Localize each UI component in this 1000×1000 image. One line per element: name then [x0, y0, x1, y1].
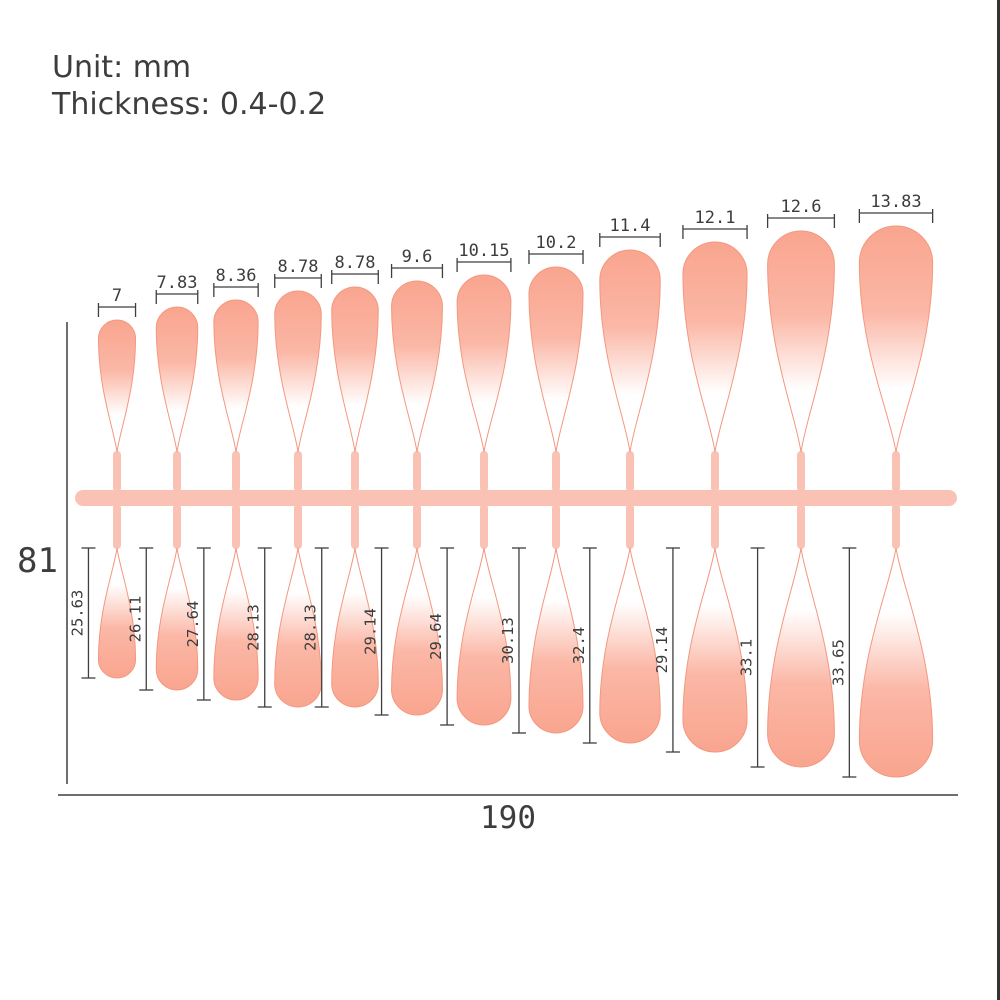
sprue-stub-top	[113, 451, 121, 492]
nail-bottom	[767, 547, 835, 768]
length-label: 29.64	[427, 613, 445, 660]
thickness-label: Thickness: 0.4-0.2	[52, 87, 327, 122]
sprue-stub-top	[480, 451, 488, 492]
nail-top	[97, 319, 137, 453]
sprue-stub-bottom	[294, 504, 302, 549]
sprue-stub-top	[173, 451, 181, 492]
sprue-stub-top	[232, 451, 240, 492]
sprue-stub-top	[413, 451, 421, 492]
nail-bottom	[391, 547, 443, 716]
length-label: 28.13	[245, 604, 263, 651]
nail-bottom	[858, 547, 934, 778]
width-label: 10.15	[458, 241, 509, 261]
nail-top	[599, 249, 661, 453]
nail-bottom	[682, 547, 748, 753]
overall-height-label: 81	[17, 541, 58, 581]
width-label: 12.1	[695, 208, 736, 228]
width-label: 8.36	[216, 266, 257, 286]
length-label: 29.14	[362, 608, 380, 655]
nail-top	[858, 225, 934, 453]
nail-top	[155, 306, 199, 453]
sprue-stub-bottom	[173, 504, 181, 549]
width-label: 8.78	[278, 257, 319, 277]
nail-top	[213, 299, 259, 453]
sprue-stub-top	[711, 451, 719, 492]
sprue-stub-bottom	[413, 504, 421, 549]
nail-top	[682, 241, 748, 453]
length-label: 33.65	[829, 639, 847, 686]
screenshot-right-border	[997, 0, 1000, 1000]
sprue-stub-bottom	[626, 504, 634, 549]
nail-top	[767, 230, 835, 453]
nail-bottom	[331, 547, 379, 708]
width-label: 10.2	[536, 233, 577, 253]
length-label: 30.13	[499, 617, 517, 664]
width-label: 9.6	[402, 247, 433, 267]
sprue-stub-top	[351, 451, 359, 492]
sprue-stub-bottom	[480, 504, 488, 549]
length-label: 27.64	[184, 601, 202, 648]
width-label: 8.78	[335, 253, 376, 273]
nail-top	[456, 274, 512, 453]
sprue-stub-top	[797, 451, 805, 492]
sprue-stub-bottom	[797, 504, 805, 549]
nail-top	[274, 290, 322, 453]
sprue-stub-bottom	[232, 504, 240, 549]
sprue-stub-bottom	[113, 504, 121, 549]
length-label: 26.11	[126, 596, 144, 643]
length-label: 33.1	[738, 639, 756, 676]
width-label: 12.6	[781, 197, 822, 217]
sprue-stub-bottom	[892, 504, 900, 549]
width-label: 13.83	[870, 192, 921, 212]
width-label: 7	[112, 286, 122, 306]
sprue-stub-top	[294, 451, 302, 492]
overall-width-label: 190	[480, 800, 536, 836]
nail-top	[528, 266, 584, 453]
nail-top	[331, 286, 379, 453]
nail-bottom	[599, 547, 661, 744]
sprue-stub-bottom	[552, 504, 560, 549]
length-label: 25.63	[68, 590, 86, 637]
nail-bottom	[456, 547, 512, 726]
nail-top	[391, 280, 443, 453]
sprue-stub-bottom	[711, 504, 719, 549]
sprue-stub-top	[892, 451, 900, 492]
nail-bottom	[528, 547, 584, 734]
length-label: 32.4	[570, 627, 588, 664]
nail-bottom	[274, 547, 322, 708]
unit-label: Unit: mm	[52, 50, 192, 85]
nail-bottom	[213, 547, 259, 701]
sprue-stub-bottom	[351, 504, 359, 549]
sprue-stub-top	[626, 451, 634, 492]
length-label: 28.13	[302, 604, 320, 651]
nail-bottom	[97, 547, 137, 679]
nail-bottom	[155, 547, 199, 691]
width-label: 7.83	[157, 273, 198, 293]
width-label: 11.4	[610, 216, 651, 236]
length-label: 29.14	[653, 627, 671, 674]
sprue-bar	[75, 490, 957, 506]
sprue-stub-top	[552, 451, 560, 492]
